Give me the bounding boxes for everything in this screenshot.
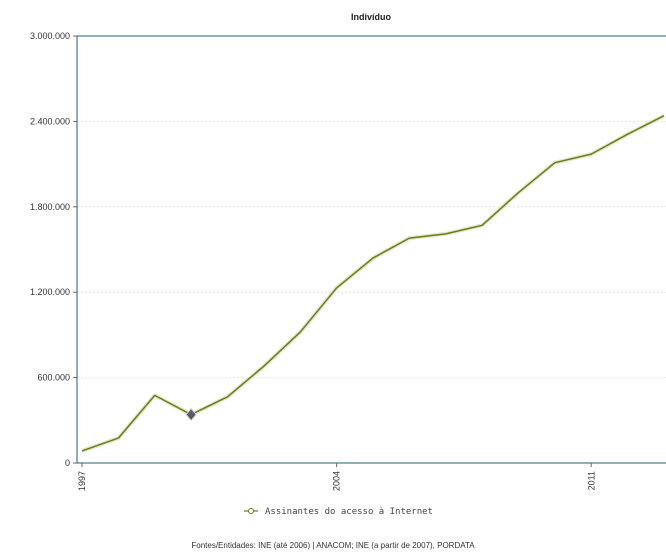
- data-point[interactable]: [370, 255, 376, 261]
- data-point[interactable]: [115, 435, 121, 441]
- data-point[interactable]: [79, 448, 85, 454]
- series-line[interactable]: [81, 115, 665, 452]
- chart-title: Indivíduo: [351, 12, 391, 22]
- x-tick-label: 1997: [77, 471, 87, 491]
- data-point[interactable]: [625, 131, 631, 137]
- plot-area-frame: [76, 35, 666, 464]
- y-tick-label: 1.800.000: [30, 202, 70, 212]
- axes: 3.000.000 2.400.000 1.800.000 1.200.000 600.…: [30, 31, 596, 491]
- grid: [77, 120, 666, 379]
- series-layer: [79, 113, 665, 454]
- source-text: Fontes/Entidades: INE (até 2006) | ANACO…: [191, 541, 475, 550]
- data-point[interactable]: [479, 222, 485, 228]
- y-tick-label: 3.000.000: [30, 31, 70, 41]
- legend-label: Assinantes do acesso à Internet: [265, 507, 433, 517]
- data-point[interactable]: [152, 392, 158, 398]
- data-point[interactable]: [297, 329, 303, 335]
- data-point[interactable]: [261, 363, 267, 369]
- y-tick-label: 600.000: [37, 373, 70, 383]
- series-line-shadow: [81, 113, 665, 453]
- data-point[interactable]: [552, 160, 558, 166]
- legend-point-marker: [248, 508, 254, 514]
- data-point[interactable]: [443, 231, 449, 237]
- data-point[interactable]: [406, 235, 412, 241]
- data-point[interactable]: [225, 394, 231, 400]
- y-tick-label: 1.200.000: [30, 287, 70, 297]
- x-tick-label: 2011: [586, 471, 596, 490]
- x-tick-label: 2004: [332, 471, 342, 491]
- data-point[interactable]: [516, 190, 522, 196]
- legend[interactable]: Assinantes do acesso à Internet: [244, 507, 433, 517]
- data-point[interactable]: [588, 151, 594, 157]
- highlighted-data-point[interactable]: [185, 407, 197, 422]
- y-tick-label: 2.400.000: [30, 116, 70, 126]
- y-tick-label: 0: [65, 458, 70, 468]
- data-point[interactable]: [334, 285, 340, 291]
